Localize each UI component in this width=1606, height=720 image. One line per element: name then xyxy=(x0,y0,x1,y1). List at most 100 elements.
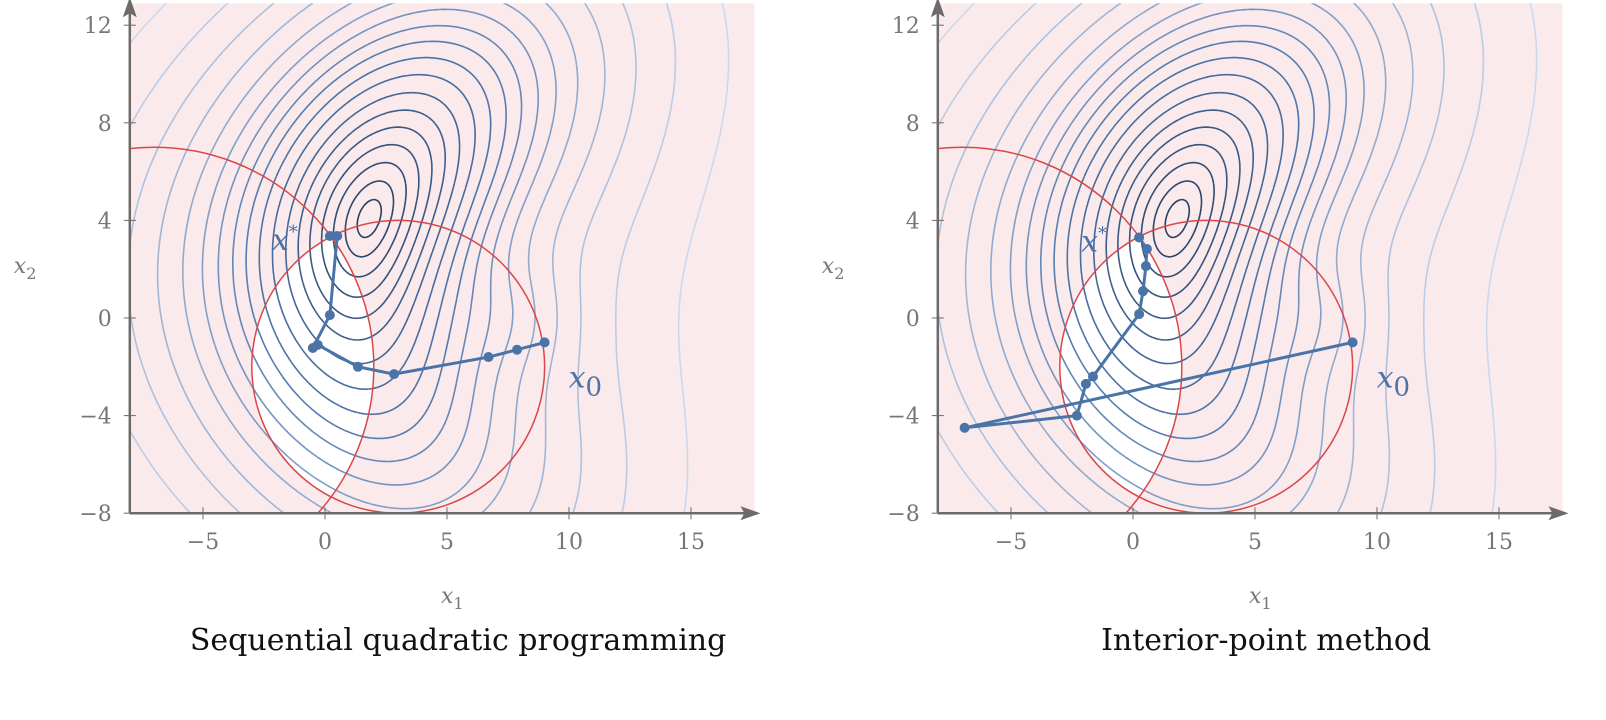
start-label-base: x xyxy=(1377,360,1394,395)
contour-line xyxy=(1093,91,1269,365)
iterate-point xyxy=(389,369,400,380)
y-tick-label: −8 xyxy=(79,502,111,527)
contour-line xyxy=(1164,198,1191,239)
contour-line xyxy=(297,109,446,341)
optimizer-path xyxy=(311,234,545,376)
iterate-point xyxy=(959,422,970,433)
y-tick-label: 4 xyxy=(98,209,112,234)
contour-line xyxy=(937,3,1485,514)
y-axis-arrow-icon xyxy=(930,0,945,18)
optimum-label-sup: * xyxy=(289,222,298,243)
y-tick-label: 0 xyxy=(98,307,112,332)
x-tick-label: −5 xyxy=(995,530,1027,555)
iterate-point xyxy=(539,337,550,348)
y-tick-label: 8 xyxy=(98,112,112,137)
y-axis-arrow-icon xyxy=(122,0,137,18)
contour-line xyxy=(1079,73,1284,390)
chart-panel-2: −5 0 5 10 15−8−404812x1x2x*x0Interior-point … xyxy=(822,0,1569,658)
contour-line xyxy=(182,3,579,514)
contour-line xyxy=(271,73,476,390)
iterate-point xyxy=(1140,261,1151,272)
contour-line xyxy=(1066,56,1300,416)
x-axis-label-base: x xyxy=(441,584,454,609)
iterate-point xyxy=(1071,410,1082,421)
x-tick-label: 0 xyxy=(1126,530,1140,555)
iterate-point xyxy=(1134,232,1145,243)
contour-line xyxy=(129,3,730,514)
contour-line xyxy=(258,56,492,416)
iterate-point xyxy=(332,231,343,242)
iterate-point xyxy=(307,343,318,354)
iterate-point xyxy=(324,231,335,242)
start-label: x0 xyxy=(569,360,602,402)
contour-line xyxy=(344,180,395,258)
y-tick-label: 12 xyxy=(892,14,920,39)
x-axis-label-base: x xyxy=(1249,584,1262,609)
y-tick-label: 12 xyxy=(84,14,112,39)
iterate-point xyxy=(1138,286,1149,297)
constraint-circle-2 xyxy=(937,146,1183,514)
start-label-base: x xyxy=(569,360,586,395)
x-axis-arrow-icon xyxy=(1548,506,1569,521)
contour-line xyxy=(964,3,1414,514)
contour-line xyxy=(1105,109,1254,341)
contour-line xyxy=(320,143,420,298)
y-tick-label: −4 xyxy=(887,405,919,430)
x-axis-label: x1 xyxy=(1249,584,1272,613)
y-tick-label: −4 xyxy=(79,405,111,430)
contour-line xyxy=(1053,40,1315,440)
y-axis-label-base: x xyxy=(14,254,27,279)
iterate-point xyxy=(483,352,494,363)
optimum-label-base: x xyxy=(272,223,289,258)
start-label-sub: 0 xyxy=(1394,372,1411,402)
y-tick-label: 0 xyxy=(906,307,920,332)
contour-line xyxy=(990,3,1387,514)
contour-line xyxy=(1009,3,1365,510)
contour-line xyxy=(156,3,606,514)
x-tick-label: 5 xyxy=(1248,530,1262,555)
y-axis-label: x2 xyxy=(822,254,845,283)
plot-area xyxy=(937,3,1563,514)
contour-line xyxy=(1025,8,1347,486)
y-axis-label-base: x xyxy=(822,254,835,279)
iterate-point xyxy=(512,344,523,355)
iterate-point xyxy=(1087,371,1098,382)
y-axis-label-sub: 2 xyxy=(26,264,36,283)
iterate-point xyxy=(1141,243,1152,254)
optimum-label: x* xyxy=(272,222,298,258)
contour-line xyxy=(129,3,637,514)
y-axis-label: x2 xyxy=(14,254,37,283)
x-tick-label: 15 xyxy=(1485,530,1513,555)
iterate-point xyxy=(324,310,335,321)
constraint-circle-2 xyxy=(129,146,375,514)
optimum-label-sup: * xyxy=(1098,223,1107,244)
x-tick-label: −5 xyxy=(187,530,219,555)
y-axis-label-sub: 2 xyxy=(834,264,844,283)
contour-line xyxy=(217,8,539,486)
contour-line xyxy=(937,3,1445,514)
x-axis-label-sub: 1 xyxy=(453,594,463,613)
y-tick-label: 8 xyxy=(906,112,920,137)
chart-title: Sequential quadratic programming xyxy=(190,623,726,658)
iterate-point xyxy=(1134,309,1145,320)
contour-line xyxy=(201,3,557,510)
iterate-point xyxy=(1347,337,1358,348)
contour-line xyxy=(129,3,677,514)
y-tick-label: 4 xyxy=(906,209,920,234)
x-tick-label: 10 xyxy=(1363,530,1391,555)
start-label: x0 xyxy=(1377,360,1410,402)
contour-line xyxy=(1152,180,1203,258)
contour-line xyxy=(332,161,407,278)
optimum-label-base: x xyxy=(1081,224,1098,259)
x-tick-label: 5 xyxy=(440,530,454,555)
optimum-label: x* xyxy=(1081,223,1107,259)
contour-line xyxy=(356,198,383,239)
contour-line xyxy=(245,40,507,440)
x-tick-label: 10 xyxy=(555,530,583,555)
start-label-sub: 0 xyxy=(586,372,603,402)
optimizer-path xyxy=(963,236,1353,430)
x-tick-label: 0 xyxy=(318,530,332,555)
plot-area xyxy=(129,3,755,514)
